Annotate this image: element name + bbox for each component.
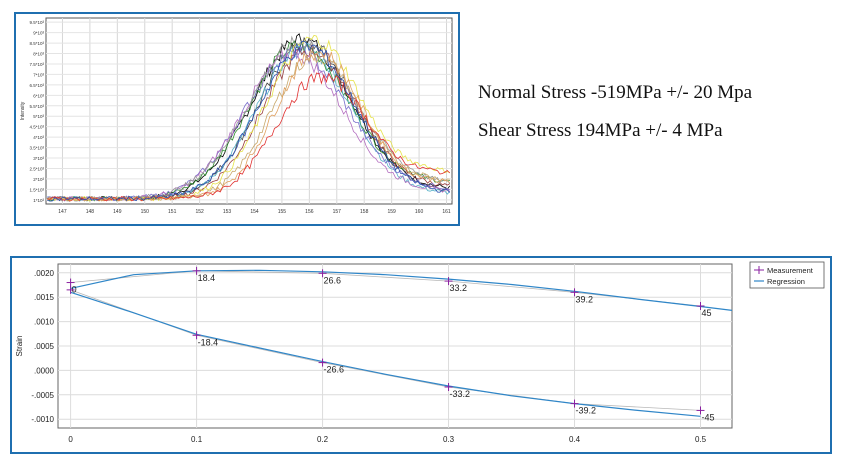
strain-chart-panel: 0 0.1 0.2 0.3 0.4 0.5 .0020 .0015 .0010 .0005 .000… <box>10 256 832 454</box>
y-tick-label: 6.5*10³ <box>29 83 44 88</box>
x-tick-label: 152 <box>195 209 204 215</box>
spectrum-series-line <box>47 72 451 202</box>
x-tick-label: 156 <box>305 209 314 215</box>
y-tick-label: 2*10³ <box>33 177 44 182</box>
x-tick-label: 0.4 <box>569 435 581 444</box>
data-label: 18.4 <box>198 273 216 283</box>
x-tick-label: 157 <box>333 209 342 215</box>
y-tick-label: 8*10³ <box>33 52 44 57</box>
spectra-chart-panel: 147 148 149 150 151 152 153 154 155 156 157 158 159 1… <box>14 12 460 226</box>
data-label: -33.2 <box>450 389 471 399</box>
y-tick-label: 4.5*10³ <box>29 125 44 130</box>
y-tick-label: 2.5*10³ <box>29 166 44 171</box>
x-tick-label: 155 <box>278 209 287 215</box>
x-tick-label: 150 <box>141 209 150 215</box>
x-tick-label: 151 <box>168 209 177 215</box>
x-tick-label: 0 <box>68 435 73 444</box>
x-tick-label: 147 <box>58 209 67 215</box>
y-tick-label: 7.5*10³ <box>29 62 44 67</box>
data-label: 26.6 <box>324 275 342 285</box>
y-tick-label: 5.5*10³ <box>29 104 44 109</box>
data-label: 45 <box>702 308 712 318</box>
data-label: -39.2 <box>576 406 597 416</box>
y-tick-label: .0005 <box>34 342 55 351</box>
x-tick-label: 0.3 <box>443 435 455 444</box>
spectrum-series-line <box>47 49 451 202</box>
y-tick-label: 9.5*10³ <box>29 20 44 25</box>
y-tick-label: 7*10³ <box>33 72 44 77</box>
y-tick-label: .0000 <box>34 366 55 375</box>
y-tick-label: 4*10³ <box>33 135 44 140</box>
x-tick-label: 0.1 <box>191 435 203 444</box>
data-label: 33.2 <box>450 283 468 293</box>
y-tick-label: 6*10³ <box>33 93 44 98</box>
y-tick-label: 8.5*10³ <box>29 41 44 46</box>
x-tick-label: 160 <box>415 209 424 215</box>
measurement-connector-upper <box>70 270 701 307</box>
x-tick-label: 158 <box>360 209 369 215</box>
x-tick-label: 159 <box>387 209 396 215</box>
strain-chart: 0 0.1 0.2 0.3 0.4 0.5 .0020 .0015 .0010 .0005 .000… <box>15 261 825 444</box>
x-tick-label: 154 <box>250 209 259 215</box>
legend-label: Measurement <box>767 266 814 275</box>
y-axis-label: Intensity <box>20 101 26 120</box>
y-tick-label: 1*10³ <box>33 198 44 203</box>
data-label: -18.4 <box>198 337 219 347</box>
y-tick-label: 3.5*10³ <box>29 146 44 151</box>
regression-line-lower <box>70 291 701 417</box>
x-tick-label: 161 <box>442 209 451 215</box>
data-label: -26.6 <box>324 365 345 375</box>
shear-stress-text: Shear Stress 194MPa +/- 4 MPa <box>478 120 723 141</box>
x-tick-label: 149 <box>113 209 122 215</box>
x-tick-label: 148 <box>86 209 95 215</box>
spectra-chart: 147 148 149 150 151 152 153 154 155 156 157 158 159 1… <box>20 17 453 215</box>
legend-box <box>749 261 825 289</box>
y-tick-label: -.0010 <box>31 415 54 424</box>
y-tick-label: 5*10³ <box>33 114 44 119</box>
regression-line-upper <box>70 269 733 311</box>
y-tick-label: .0010 <box>34 318 55 327</box>
normal-stress-text: Normal Stress -519MPa +/- 20 Mpa <box>478 82 753 103</box>
data-label: -45 <box>702 412 715 422</box>
x-tick-label: 0.5 <box>695 435 707 444</box>
y-tick-label: -.0005 <box>31 391 54 400</box>
y-axis-label: Strain <box>15 336 24 357</box>
x-tick-label: 153 <box>223 209 232 215</box>
legend-label: Regression <box>767 277 805 286</box>
y-tick-label: 1.5*10³ <box>29 187 44 192</box>
x-tick-label: 0.2 <box>317 435 329 444</box>
y-tick-label: 9*10³ <box>33 31 44 36</box>
y-tick-label: .0015 <box>34 293 55 302</box>
y-tick-label: 3*10³ <box>33 156 44 161</box>
spectrum-series-line <box>47 40 451 202</box>
y-tick-label: .0020 <box>34 269 55 278</box>
data-label: 39.2 <box>576 294 594 304</box>
